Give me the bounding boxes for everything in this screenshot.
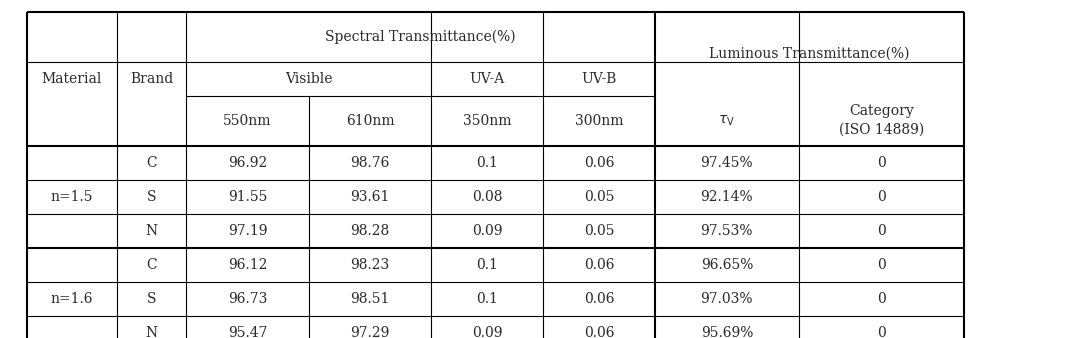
Text: C: C <box>147 156 157 170</box>
Text: n=1.5: n=1.5 <box>51 190 93 204</box>
Text: 96.65%: 96.65% <box>701 258 753 272</box>
Text: 97.29: 97.29 <box>350 327 390 338</box>
Text: 0.05: 0.05 <box>584 224 615 238</box>
Text: 0.1: 0.1 <box>476 292 498 306</box>
Text: 91.55: 91.55 <box>228 190 267 204</box>
Text: Luminous Transmittance(%): Luminous Transmittance(%) <box>709 47 910 61</box>
Text: 0: 0 <box>876 258 886 272</box>
Text: 0.06: 0.06 <box>584 258 615 272</box>
Text: 610nm: 610nm <box>346 114 394 128</box>
Text: S: S <box>147 292 157 306</box>
Text: 0.08: 0.08 <box>472 190 503 204</box>
Text: 0.06: 0.06 <box>584 292 615 306</box>
Text: 0.1: 0.1 <box>476 156 498 170</box>
Text: $\tau_\mathrm{V}$: $\tau_\mathrm{V}$ <box>719 114 735 128</box>
Text: 0: 0 <box>876 224 886 238</box>
Text: Category
(ISO 14889): Category (ISO 14889) <box>838 104 924 137</box>
Text: 300nm: 300nm <box>575 114 623 128</box>
Text: 0.06: 0.06 <box>584 156 615 170</box>
Text: Visible: Visible <box>285 72 332 86</box>
Text: 0: 0 <box>876 156 886 170</box>
Text: 0: 0 <box>876 292 886 306</box>
Text: 350nm: 350nm <box>463 114 511 128</box>
Text: Spectral Transmittance(%): Spectral Transmittance(%) <box>326 30 515 44</box>
Text: 0.05: 0.05 <box>584 190 615 204</box>
Text: n=1.6: n=1.6 <box>51 292 93 306</box>
Text: UV-A: UV-A <box>470 72 505 86</box>
Text: 98.23: 98.23 <box>350 258 390 272</box>
Text: 97.45%: 97.45% <box>701 156 753 170</box>
Text: 0.09: 0.09 <box>472 327 503 338</box>
Text: 0.1: 0.1 <box>476 258 498 272</box>
Text: 93.61: 93.61 <box>350 190 390 204</box>
Text: 97.19: 97.19 <box>228 224 267 238</box>
Text: S: S <box>147 190 157 204</box>
Text: UV-B: UV-B <box>581 72 617 86</box>
Text: 550nm: 550nm <box>224 114 272 128</box>
Text: 96.92: 96.92 <box>228 156 267 170</box>
Text: 0: 0 <box>876 327 886 338</box>
Text: C: C <box>147 258 157 272</box>
Text: 92.14%: 92.14% <box>701 190 753 204</box>
Text: N: N <box>146 327 158 338</box>
Text: 0.06: 0.06 <box>584 327 615 338</box>
Text: 98.28: 98.28 <box>350 224 390 238</box>
Text: 96.12: 96.12 <box>228 258 267 272</box>
Text: 0.09: 0.09 <box>472 224 503 238</box>
Text: 96.73: 96.73 <box>228 292 267 306</box>
Text: 98.51: 98.51 <box>350 292 390 306</box>
Text: N: N <box>146 224 158 238</box>
Text: Material: Material <box>42 72 102 86</box>
Text: 95.69%: 95.69% <box>701 327 753 338</box>
Text: 97.53%: 97.53% <box>701 224 753 238</box>
Text: Brand: Brand <box>130 72 174 86</box>
Text: 98.76: 98.76 <box>350 156 390 170</box>
Text: 0: 0 <box>876 190 886 204</box>
Text: 95.47: 95.47 <box>228 327 267 338</box>
Text: 97.03%: 97.03% <box>701 292 753 306</box>
